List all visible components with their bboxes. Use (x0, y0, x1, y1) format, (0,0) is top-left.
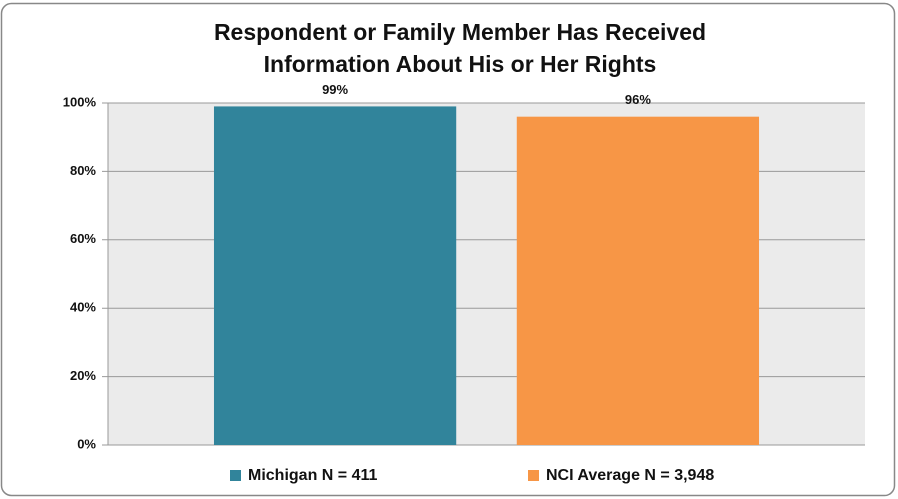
y-tick-label: 20% (70, 368, 96, 383)
legend-label: Michigan N = 411 (248, 467, 377, 484)
legend-swatch (230, 470, 241, 481)
chart-title: Respondent or Family Member Has Received… (213, 19, 707, 77)
y-tick-label: 0% (77, 436, 96, 451)
bar (213, 106, 457, 446)
value-label: 96% (625, 92, 651, 107)
legend-swatch (528, 470, 539, 481)
value-label: 99% (322, 82, 348, 97)
y-tick-label: 80% (70, 163, 96, 178)
legend-label: NCI Average N = 3,948 (546, 467, 714, 484)
y-tick-label: 40% (70, 300, 96, 315)
y-tick-label: 60% (70, 231, 96, 246)
bar (516, 116, 760, 446)
y-tick-label: 100% (63, 94, 97, 109)
